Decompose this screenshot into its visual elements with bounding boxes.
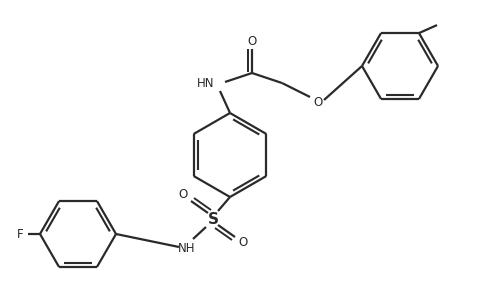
Text: O: O — [247, 34, 256, 47]
Text: O: O — [238, 237, 247, 250]
Text: HN: HN — [197, 76, 214, 89]
Text: O: O — [178, 189, 187, 202]
Text: O: O — [313, 95, 322, 108]
Text: S: S — [207, 212, 218, 227]
Text: F: F — [17, 227, 23, 241]
Text: NH: NH — [178, 243, 195, 256]
